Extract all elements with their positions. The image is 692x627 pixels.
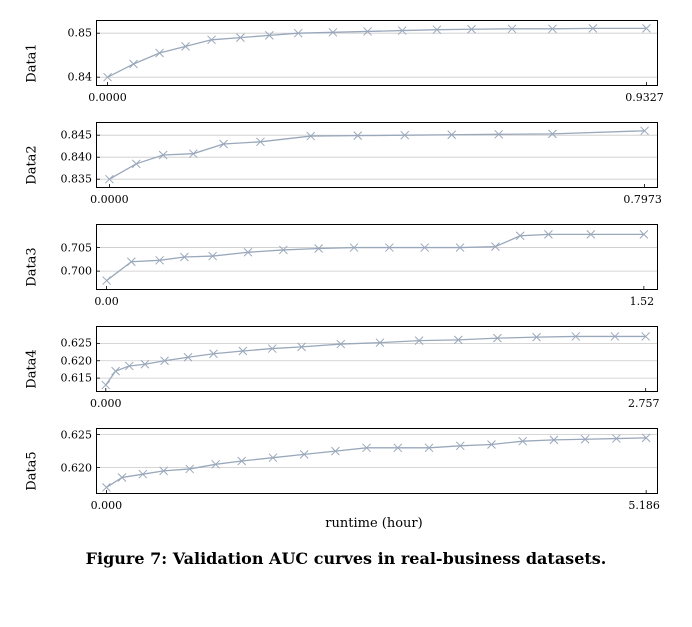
plot-area <box>96 428 658 494</box>
y-axis-label: Data1 <box>25 43 40 82</box>
y-tick-label: 0.85 <box>40 27 92 40</box>
x-tick-label: 0.0000 <box>88 91 127 104</box>
x-tick-label: 0.7973 <box>623 193 662 206</box>
y-tick-label: 0.705 <box>40 241 92 254</box>
x-tick-label: 1.52 <box>630 295 655 308</box>
chart-panel: Data50.6200.6250.0005.186 <box>40 428 660 514</box>
chart-panel: Data40.6150.6200.6250.0002.757 <box>40 326 660 412</box>
chart-panel: Data20.8350.8400.8450.00000.7973 <box>40 122 660 208</box>
y-tick-label: 0.840 <box>40 151 92 164</box>
y-axis-label: Data5 <box>25 451 40 490</box>
plot-area <box>96 20 658 86</box>
plot-area <box>96 122 658 188</box>
chart-panels: Data10.840.850.00000.9327Data20.8350.840… <box>40 20 660 514</box>
y-axis-label: Data4 <box>25 349 40 388</box>
x-tick-label: 0.000 <box>90 397 122 410</box>
y-axis-label: Data2 <box>25 145 40 184</box>
y-tick-label: 0.835 <box>40 173 92 186</box>
y-tick-label: 0.625 <box>40 337 92 350</box>
x-tick-label: 0.0000 <box>90 193 129 206</box>
y-tick-label: 0.615 <box>40 372 92 385</box>
chart-panel: Data10.840.850.00000.9327 <box>40 20 660 106</box>
y-tick-label: 0.625 <box>40 428 92 441</box>
figure-caption: Figure 7: Validation AUC curves in real-… <box>20 549 672 568</box>
x-tick-label: 0.000 <box>91 499 123 512</box>
x-axis-label: runtime (hour) <box>76 516 672 531</box>
plot-area <box>96 224 658 290</box>
figure-container: Data10.84 0.85 0.0000 0.9327 Data20.835 0.840… <box>20 20 672 568</box>
y-tick-label: 0.845 <box>40 129 92 142</box>
y-tick-label: 0.620 <box>40 461 92 474</box>
y-tick-label: 0.620 <box>40 354 92 367</box>
x-tick-label: 0.9327 <box>625 91 664 104</box>
chart-panel: Data30.7000.7050.001.52 <box>40 224 660 310</box>
plot-area <box>96 326 658 392</box>
y-tick-label: 0.84 <box>40 71 92 84</box>
x-tick-label: 5.186 <box>628 499 660 512</box>
x-tick-label: 2.757 <box>628 397 660 410</box>
y-tick-label: 0.700 <box>40 265 92 278</box>
x-tick-label: 0.00 <box>94 295 119 308</box>
y-axis-label: Data3 <box>25 247 40 286</box>
